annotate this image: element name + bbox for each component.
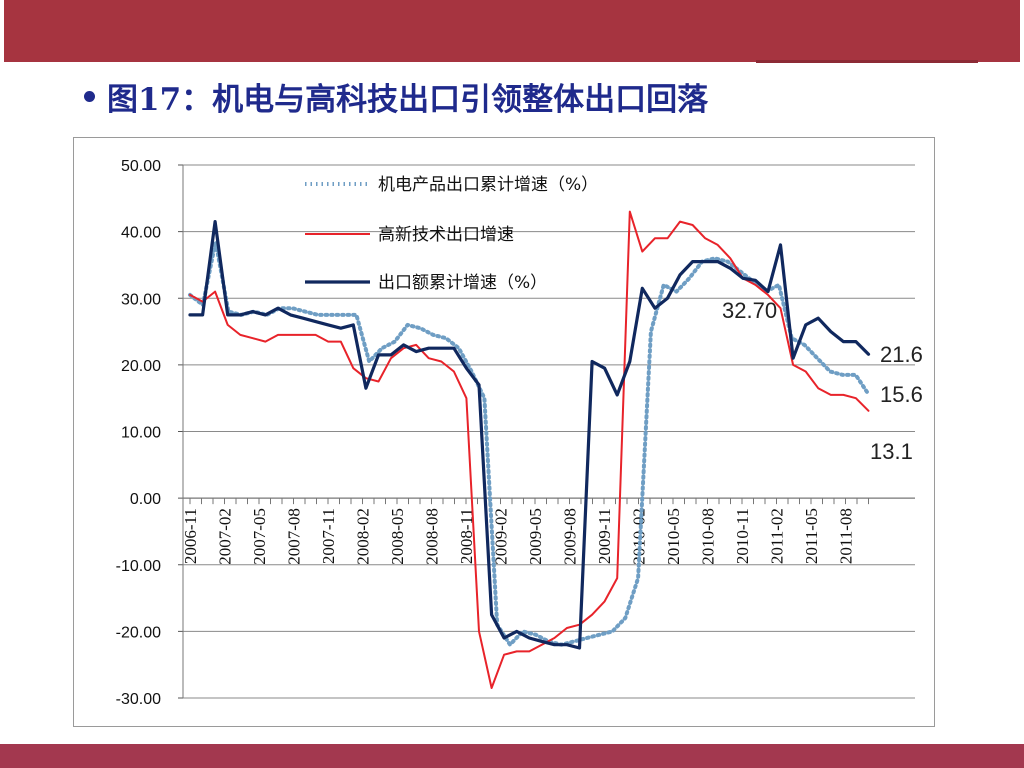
y-tick-label: 20.00 [121, 358, 161, 375]
x-tick-label: 2006-11 [181, 508, 200, 564]
chart-annotations: 32.70 21.6 15.6 13.1 [722, 298, 923, 464]
x-tick-label: 2011-05 [802, 508, 821, 564]
x-tick-label: 2010-11 [733, 508, 752, 564]
x-tick-label: 2008-05 [388, 508, 407, 565]
chart-series [188, 210, 871, 689]
y-tick-label: 0.00 [130, 491, 161, 508]
x-tick-label: 2009-11 [595, 508, 614, 564]
series-line [188, 239, 871, 647]
x-tick-label: 2010-08 [699, 508, 718, 565]
series-line [189, 210, 870, 689]
series-line [188, 220, 871, 650]
legend-label: 机电产品出口累计增速（%） [378, 175, 598, 195]
data-annotation: 15.6 [880, 382, 923, 407]
x-tick-label: 2007-08 [285, 508, 304, 565]
x-tick-label: 2007-11 [319, 508, 338, 564]
x-tick-label: 2009-02 [492, 508, 511, 565]
x-axis: 2006-11 2007-02 2007-05 2007-08 2007-11 2008-… [181, 497, 915, 565]
banner-accent-line [756, 60, 978, 63]
bullet-icon [84, 90, 95, 102]
data-annotation: 32.70 [722, 298, 777, 323]
slide-title: 图17：机电与高科技出口引领整体出口回落 [107, 81, 709, 118]
x-tick-label: 2007-05 [250, 508, 269, 565]
y-tick-label: -20.00 [116, 624, 161, 641]
x-tick-label: 2011-08 [837, 508, 856, 564]
top-banner [4, 0, 1020, 62]
y-tick-label: -10.00 [116, 558, 161, 575]
slide-title-row: 图17：机电与高科技出口引领整体出口回落 [84, 72, 708, 120]
legend-label: 出口额累计增速（%） [378, 273, 547, 293]
y-tick-label: 30.00 [121, 291, 161, 308]
data-annotation: 21.6 [880, 342, 923, 367]
x-tick-label: 2010-05 [664, 508, 683, 565]
x-tick-label: 2011-02 [768, 508, 787, 564]
x-tick-label: 2008-02 [354, 508, 373, 565]
y-axis: 50.00 40.00 30.00 20.00 10.00 0.00 -10.00 -20.0… [116, 158, 184, 708]
x-tick-label: 2009-08 [561, 508, 580, 565]
y-tick-label: 50.00 [121, 158, 161, 175]
legend-label: 高新技术出口增速 [378, 225, 514, 245]
y-tick-label: 40.00 [121, 225, 161, 242]
y-tick-label: -30.00 [116, 691, 161, 708]
chart-gridlines [183, 164, 915, 699]
x-tick-label: 2008-08 [423, 508, 442, 565]
x-tick-label: 2007-02 [216, 508, 235, 565]
data-annotation: 13.1 [870, 439, 913, 464]
x-tick-label: 2008-11 [457, 508, 476, 564]
x-tick-label: 2009-05 [526, 508, 545, 565]
bottom-banner [0, 744, 1024, 768]
y-tick-label: 10.00 [121, 425, 161, 442]
